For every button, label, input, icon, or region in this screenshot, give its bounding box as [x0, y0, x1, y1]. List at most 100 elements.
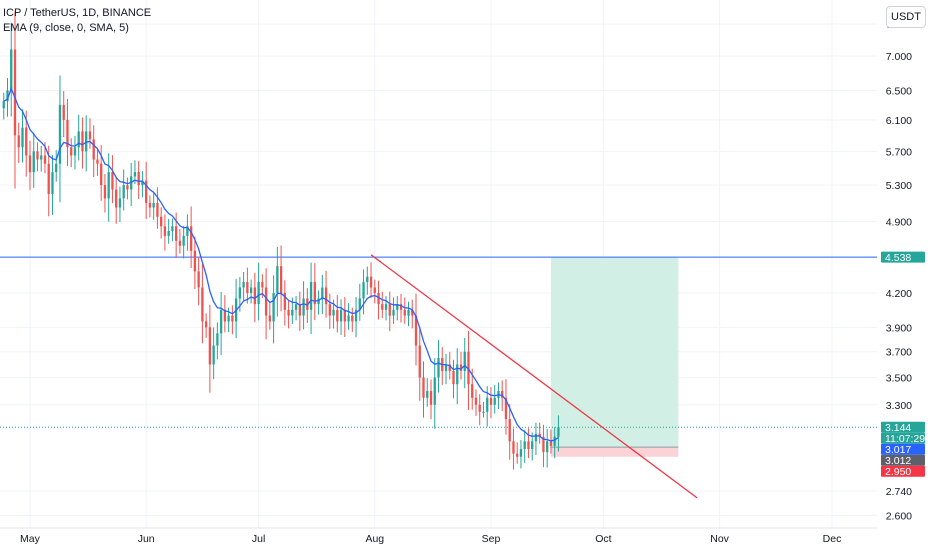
x-tick-label: May: [20, 533, 41, 545]
currency-button[interactable]: USDT: [886, 6, 926, 28]
candle: [107, 153, 110, 222]
candle: [145, 161, 148, 219]
price-label-text: 3.017: [885, 444, 911, 456]
candle-body: [433, 377, 436, 405]
candle: [399, 294, 403, 323]
candle-body: [309, 282, 313, 310]
candle: [373, 279, 376, 304]
candle-body: [21, 127, 24, 148]
candle-body: [268, 315, 272, 322]
trendline: [370, 254, 698, 499]
candle-body: [10, 49, 13, 91]
candle: [2, 92, 5, 120]
stop-zone: [550, 447, 679, 457]
candle: [122, 169, 125, 211]
price-label-bg: [881, 465, 925, 477]
candle: [546, 428, 549, 468]
candle: [384, 296, 388, 321]
candle: [141, 171, 144, 198]
candle-body: [145, 180, 148, 203]
candle: [257, 262, 260, 321]
candle-body: [231, 315, 234, 322]
candle-body: [418, 345, 421, 378]
candle-body: [339, 309, 343, 322]
candle: [504, 379, 508, 435]
candle-body: [557, 427, 560, 437]
candle-body: [201, 287, 204, 322]
candle: [411, 299, 414, 329]
candle: [223, 295, 227, 333]
candle: [328, 293, 331, 329]
candle: [362, 269, 365, 315]
candle-body: [261, 282, 264, 288]
candle: [339, 299, 343, 335]
candle: [437, 339, 440, 393]
candle: [73, 136, 77, 170]
candle: [47, 145, 50, 217]
candle: [85, 115, 88, 172]
candle-body: [384, 304, 388, 310]
candle-body: [508, 419, 511, 442]
candle: [268, 303, 272, 330]
candle-body: [186, 226, 189, 236]
candle: [354, 297, 358, 338]
candle-body: [43, 155, 47, 164]
candle: [302, 281, 305, 330]
candle-body: [163, 226, 167, 236]
candle-body: [501, 390, 504, 398]
candle-body: [373, 287, 376, 293]
candle: [531, 432, 534, 461]
candle-body: [171, 226, 174, 232]
candle-body: [118, 198, 122, 208]
candle-body: [77, 131, 80, 148]
symbol-title[interactable]: ICP / TetherUS, 1D, BINANCE: [3, 7, 152, 19]
candle: [96, 150, 99, 176]
candle: [336, 295, 339, 333]
candle-body: [362, 282, 365, 299]
candle: [407, 301, 410, 327]
candle: [159, 207, 163, 239]
x-tick-label: Aug: [365, 533, 384, 545]
candle: [66, 98, 69, 166]
candle-body: [482, 411, 485, 413]
candle: [534, 422, 538, 456]
candle: [152, 193, 155, 220]
candle: [392, 297, 395, 324]
candle-body: [369, 276, 373, 288]
candle-body: [534, 433, 538, 442]
candle-body: [321, 287, 324, 299]
candle-body: [538, 433, 541, 437]
candles: [2, 11, 560, 470]
candle: [21, 109, 24, 163]
candle-body: [156, 202, 159, 217]
x-tick-label: Sep: [482, 533, 501, 545]
candle: [32, 132, 35, 188]
candle-body: [58, 104, 62, 164]
candle-body: [272, 292, 275, 322]
price-label: 11:07:29: [881, 432, 925, 445]
y-tick-label: 3.700: [886, 347, 912, 359]
candle: [396, 296, 399, 321]
candle: [212, 327, 215, 380]
candle-body: [227, 315, 230, 322]
candle: [279, 245, 283, 312]
candle: [422, 361, 425, 418]
candle: [100, 145, 103, 201]
indicator-legend[interactable]: EMA (9, close, 0, SMA, 5): [3, 22, 129, 34]
candle-body: [223, 309, 227, 322]
candle-body: [351, 315, 354, 322]
candle-body: [219, 309, 223, 334]
candle: [253, 272, 257, 323]
candle: [557, 415, 560, 452]
candle-body: [381, 304, 384, 310]
candle: [317, 290, 320, 315]
candle: [441, 347, 444, 385]
candle: [156, 187, 159, 229]
candle-body: [463, 351, 466, 371]
candle: [163, 214, 167, 251]
candle-body: [452, 370, 455, 385]
candle: [482, 401, 485, 418]
candle-body: [283, 292, 286, 310]
candle: [62, 90, 65, 138]
